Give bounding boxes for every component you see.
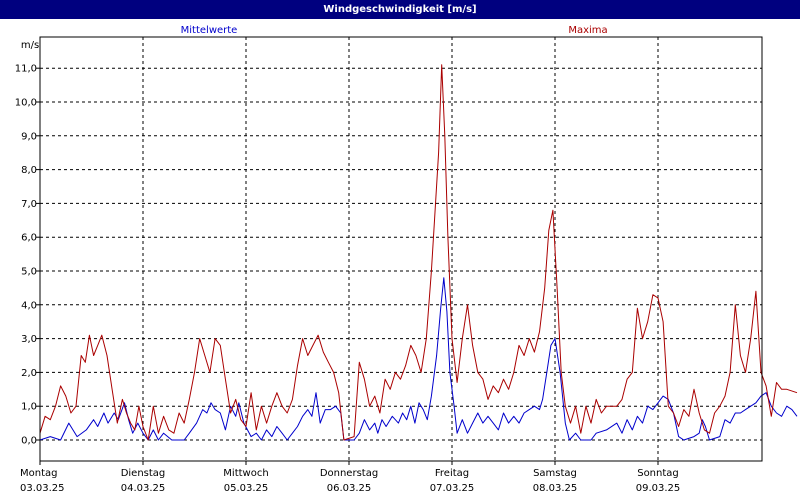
y-axis: m/s 0,0 1,0 2,0 3,0 4,0 5,0 6,0 7,0 8,0 9,0 10,0 11,… <box>15 40 40 447</box>
x-tick-label-day: Montag <box>20 468 57 479</box>
x-tick-label-day: Dienstag <box>121 468 166 479</box>
plot-frame <box>39 36 763 462</box>
chart-background <box>0 19 800 500</box>
x-tick-label-day: Donnerstag <box>320 468 378 479</box>
y-tick-label: 10,0 <box>15 98 37 109</box>
y-tick-label: 11,0 <box>15 64 37 75</box>
x-tick-label-date: 04.03.25 <box>121 483 166 494</box>
x-tick-label-date: 05.03.25 <box>224 483 269 494</box>
y-tick-label: 3,0 <box>21 334 37 345</box>
x-tick-label-date: 03.03.25 <box>20 483 65 494</box>
y-tick-label: 2,0 <box>21 368 37 379</box>
x-tick-label-day: Samstag <box>533 468 577 479</box>
y-axis-unit-label: m/s <box>21 40 39 51</box>
legend-label-maxima: Maxima <box>568 25 607 36</box>
x-tick-label-date: 09.03.25 <box>636 483 681 494</box>
y-tick-label: 5,0 <box>21 267 37 278</box>
legend: Mittelwerte Maxima <box>181 25 608 36</box>
y-tick-label: 6,0 <box>21 233 37 244</box>
x-tick-label-date: 06.03.25 <box>327 483 372 494</box>
x-tick-label-date: 07.03.25 <box>430 483 475 494</box>
x-tick-label-date: 08.03.25 <box>533 483 578 494</box>
chart-title: Windgeschwindigkeit [m/s] <box>0 0 800 19</box>
series-line-mittelwerte <box>39 277 798 441</box>
y-tick-label: 1,0 <box>21 402 37 413</box>
x-tick-label-day: Sonntag <box>637 468 679 479</box>
x-axis: Montag 03.03.25 Dienstag 04.03.25 Mittwoch 05… <box>20 461 680 494</box>
wind-speed-chart: m/s 0,0 1,0 2,0 3,0 4,0 5,0 6,0 7,0 8,0 9,0 10,0 11,… <box>0 19 800 500</box>
x-tick-label-day: Mittwoch <box>223 468 268 479</box>
y-tick-label: 9,0 <box>21 131 37 142</box>
series-lines <box>39 64 798 441</box>
x-tick-label-day: Freitag <box>435 468 469 479</box>
series-line-maxima <box>39 64 798 441</box>
legend-label-mittelwerte: Mittelwerte <box>181 25 238 36</box>
y-tick-label: 4,0 <box>21 300 37 311</box>
y-tick-label: 0,0 <box>21 436 37 447</box>
y-tick-label: 7,0 <box>21 199 37 210</box>
y-tick-label: 8,0 <box>21 165 37 176</box>
